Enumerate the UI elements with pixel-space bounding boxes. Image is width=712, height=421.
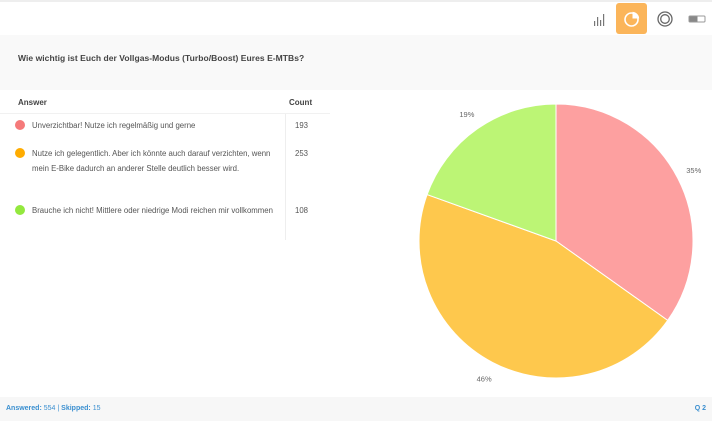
toggle-button[interactable] xyxy=(681,3,712,34)
column-divider xyxy=(285,114,286,240)
column-header-answer: Answer xyxy=(18,98,47,107)
answer-count: 108 xyxy=(295,206,309,215)
column-header-count: Count xyxy=(289,98,313,107)
legend-dot-orange xyxy=(15,148,25,158)
pie-chart-button[interactable] xyxy=(616,3,647,34)
donut-chart-button[interactable] xyxy=(649,3,680,34)
legend-dot-red xyxy=(15,120,25,130)
skipped-value: 15 xyxy=(92,405,101,412)
answer-count: 193 xyxy=(295,121,309,130)
answer-label: Unverzichtbar! Nutze ich regelmäßig und … xyxy=(32,121,196,130)
question-header: Wie wichtig ist Euch der Vollgas-Modus (… xyxy=(0,35,712,90)
toggle-icon xyxy=(688,15,705,22)
answer-label: Nutze ich gelegentlich. Aber ich könnte … xyxy=(32,149,271,173)
bar-chart-button[interactable] xyxy=(584,3,615,34)
pie-percent-label: 35% xyxy=(686,166,701,175)
stats-separator: | xyxy=(57,405,60,412)
pie-slice[interactable] xyxy=(418,193,669,379)
legend-dot-green xyxy=(15,205,25,215)
question-number: Q 2 xyxy=(694,405,706,412)
pie-slice[interactable] xyxy=(555,103,694,322)
pie-percent-label: 46% xyxy=(477,374,492,383)
donut-chart-icon xyxy=(656,10,673,27)
pie-chart: 35% 46% 19% xyxy=(400,90,712,395)
pie-slice[interactable] xyxy=(426,103,557,242)
footer-bar: Answered: 554 | Skipped: 15 Q 2 xyxy=(0,397,712,421)
top-strip xyxy=(0,0,712,2)
pie-chart-svg: 35% 46% 19% xyxy=(418,103,702,383)
pie-percent-label: 19% xyxy=(459,110,474,119)
answer-count: 253 xyxy=(295,149,309,158)
question-title: Wie wichtig ist Euch der Vollgas-Modus (… xyxy=(18,53,305,63)
header-divider xyxy=(0,113,330,114)
answer-label: Brauche ich nicht! Mittlere oder niedrig… xyxy=(32,206,273,215)
response-stats: Answered: 554 | Skipped: 15 xyxy=(6,405,100,412)
skipped-label: Skipped: xyxy=(61,405,91,412)
answered-label: Answered: xyxy=(6,405,42,412)
answered-value: 554 xyxy=(43,405,56,412)
bar-chart-icon xyxy=(593,13,604,26)
chart-type-toolbar xyxy=(0,2,712,35)
pie-chart-icon xyxy=(623,11,639,27)
